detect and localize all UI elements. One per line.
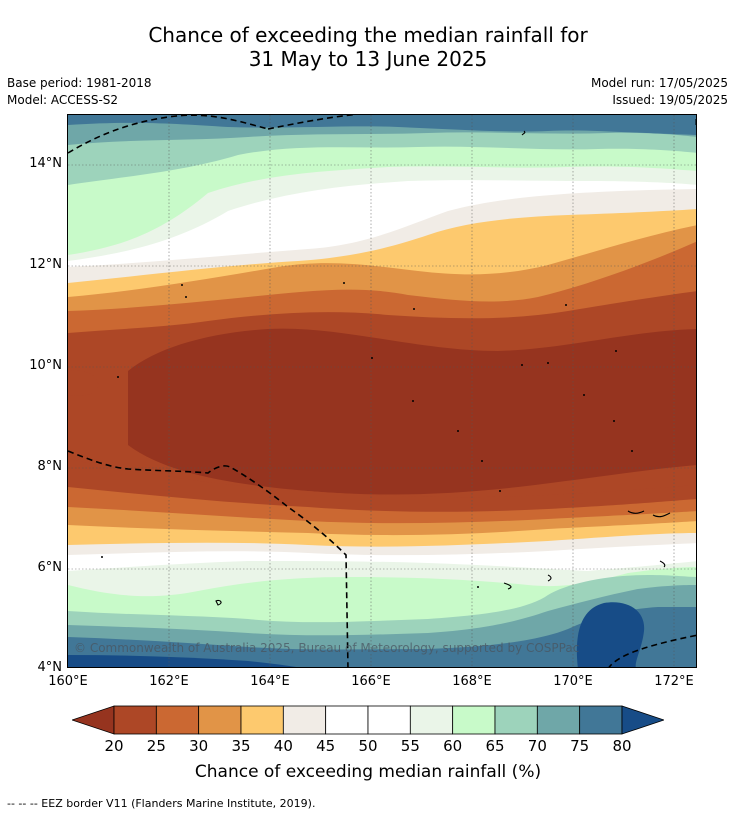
- band-above-80-east: [576, 602, 645, 667]
- colorbar-tick-label: 60: [443, 737, 463, 755]
- band-75-80-top: [68, 115, 696, 135]
- colorbar-tick-label: 30: [189, 737, 209, 755]
- islands: [215, 119, 696, 606]
- lon-label-162e: 162°E: [149, 674, 189, 689]
- atolls: [101, 282, 633, 588]
- colorbar-segment: [579, 705, 623, 735]
- colorbar-tick-label: 55: [400, 737, 420, 755]
- map-title-line1: Chance of exceeding the median rainfall …: [148, 23, 588, 47]
- colorbar-tick-label: 65: [485, 737, 505, 755]
- copyright-notice: © Commonwealth of Australia 2025, Bureau…: [74, 641, 580, 655]
- colorbar: [70, 703, 666, 737]
- colorbar-tick-label: 75: [570, 737, 590, 755]
- model-run: Model run: 17/05/2025: [590, 76, 728, 90]
- map-canvas: [68, 115, 696, 667]
- colorbar-segment: [282, 705, 327, 735]
- colorbar-segment: [198, 705, 242, 735]
- base-period: Base period: 1981-2018: [7, 76, 152, 90]
- colorbar-segment: [113, 705, 157, 735]
- colorbar-tick-label: 45: [316, 737, 336, 755]
- colorbar-graphic: [70, 705, 666, 735]
- lat-label-6n: 6°N: [37, 560, 63, 575]
- lat-label-12n: 12°N: [29, 257, 62, 272]
- colorbar-segment: [536, 705, 581, 735]
- rainfall-map: [67, 114, 697, 668]
- lon-label-170e: 170°E: [553, 674, 593, 689]
- band-below-20-west: [68, 370, 99, 396]
- band-below-20: [128, 328, 696, 495]
- colorbar-tick-label: 80: [612, 737, 632, 755]
- colorbar-segment: [409, 705, 454, 735]
- lat-label-8n: 8°N: [37, 459, 63, 474]
- band-75-80-bottom: [68, 607, 696, 667]
- lon-label-166e: 166°E: [351, 674, 391, 689]
- lon-label-172e: 172°E: [654, 674, 694, 689]
- colorbar-segment: [494, 705, 538, 735]
- colorbar-tick-label: 50: [358, 737, 378, 755]
- colorbar-extend-high: [621, 705, 666, 735]
- colorbar-segment: [240, 705, 284, 735]
- graticule: [68, 115, 696, 667]
- model-name: Model: ACCESS-S2: [7, 93, 119, 107]
- colorbar-segment: [367, 705, 411, 735]
- colorbar-tick-label: 40: [273, 737, 293, 755]
- lat-label-10n: 10°N: [29, 358, 62, 373]
- colorbar-extend-low: [70, 705, 115, 735]
- colorbar-tick-label: 25: [146, 737, 166, 755]
- lon-label-160e: 160°E: [48, 674, 88, 689]
- eez-footnote: -- -- -- EEZ border V11 (Flanders Marine…: [7, 797, 316, 810]
- eez-border: [68, 115, 696, 667]
- lat-label-14n: 14°N: [29, 156, 62, 171]
- colorbar-tick-label: 70: [527, 737, 547, 755]
- map-title-line2: 31 May to 13 June 2025: [248, 47, 488, 71]
- lat-label-4n: 4°N: [37, 660, 63, 675]
- colorbar-tick-label: 20: [104, 737, 124, 755]
- issued-date: Issued: 19/05/2025: [612, 93, 728, 107]
- lon-label-164e: 164°E: [250, 674, 290, 689]
- colorbar-label: Chance of exceeding median rainfall (%): [194, 762, 542, 782]
- lon-label-168e: 168°E: [452, 674, 492, 689]
- colorbar-segment: [325, 705, 369, 735]
- band-above-80: [68, 655, 297, 667]
- colorbar-tick-label: 35: [231, 737, 251, 755]
- colorbar-segment: [452, 705, 496, 735]
- colorbar-segment: [155, 705, 200, 735]
